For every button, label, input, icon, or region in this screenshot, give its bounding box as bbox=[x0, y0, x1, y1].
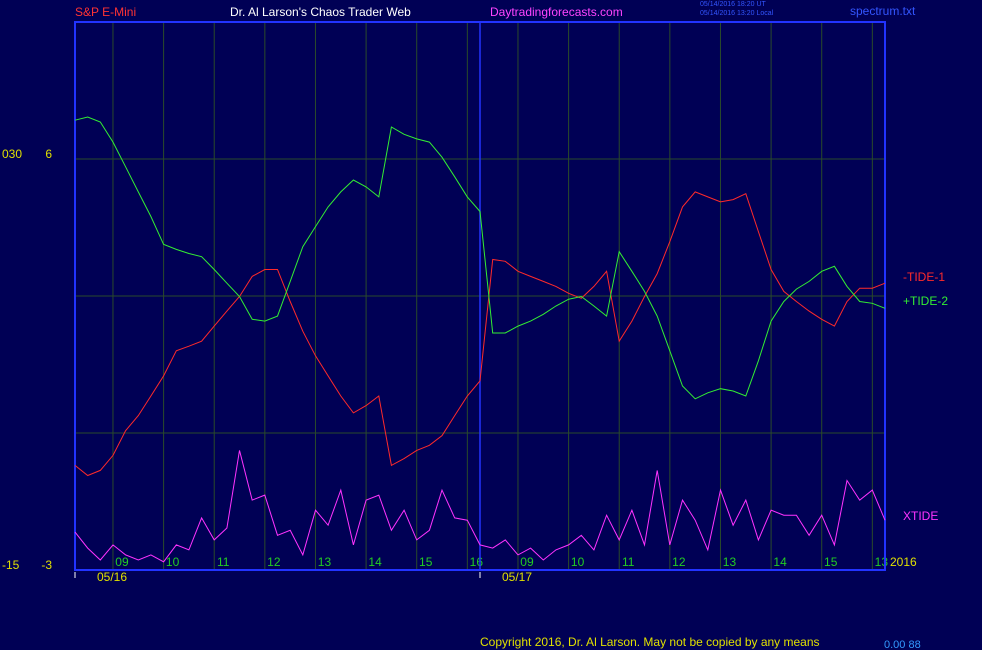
plot: 09 10 11 12 13 14 15 16 09 10 11 12 13 14 15 13 05/16 05/… bbox=[2, 21, 948, 584]
x-tick-label: 15 bbox=[824, 555, 838, 569]
x-tick-label: 09 bbox=[115, 555, 129, 569]
stamp-local: 05/14/2016 13:20 Local bbox=[700, 10, 774, 17]
date-label: 05/17 bbox=[502, 570, 532, 584]
x-tick-label: 13 bbox=[875, 555, 889, 569]
x-tick-label: 09 bbox=[520, 555, 534, 569]
stamp-ut: 05/14/2016 18:20 UT bbox=[700, 1, 766, 8]
series-line bbox=[74, 191, 886, 477]
copyright: Copyright 2016, Dr. Al Larson. May not b… bbox=[480, 635, 820, 649]
x-tick-label: 14 bbox=[368, 555, 382, 569]
site-title: Dr. Al Larson's Chaos Trader Web bbox=[230, 5, 411, 19]
file-name: spectrum.txt bbox=[850, 4, 916, 18]
year-label: 2016 bbox=[890, 555, 917, 569]
x-tick-label: 10 bbox=[571, 555, 585, 569]
x-tick-label: 14 bbox=[773, 555, 787, 569]
plot-border bbox=[74, 21, 886, 571]
y2-tick-label: -15 bbox=[2, 558, 20, 572]
x-tick-label: 11 bbox=[622, 555, 635, 569]
series-line bbox=[74, 116, 886, 400]
series-line bbox=[74, 450, 886, 563]
status: 0.00 88 bbox=[884, 639, 921, 650]
x-tick-label: 12 bbox=[672, 555, 686, 569]
date-label: 05/16 bbox=[97, 570, 127, 584]
y-tick-label: -3 bbox=[41, 558, 52, 572]
x-tick-label: 10 bbox=[166, 555, 180, 569]
symbol: S&P E-Mini bbox=[75, 5, 136, 19]
x-tick-label: 12 bbox=[267, 555, 281, 569]
x-tick-label: 13 bbox=[318, 555, 332, 569]
series-label: +TIDE-2 bbox=[903, 294, 948, 308]
x-tick-label: 16 bbox=[470, 555, 484, 569]
series-label: XTIDE bbox=[903, 509, 938, 523]
y2-tick-label: 030 bbox=[2, 147, 22, 161]
y-tick-label: 6 bbox=[45, 147, 52, 161]
series-label: -TIDE-1 bbox=[903, 270, 945, 284]
x-tick-label: 15 bbox=[419, 555, 433, 569]
x-tick-label: 11 bbox=[217, 555, 230, 569]
x-tick-label: 13 bbox=[723, 555, 737, 569]
site-url: Daytradingforecasts.com bbox=[490, 5, 623, 19]
